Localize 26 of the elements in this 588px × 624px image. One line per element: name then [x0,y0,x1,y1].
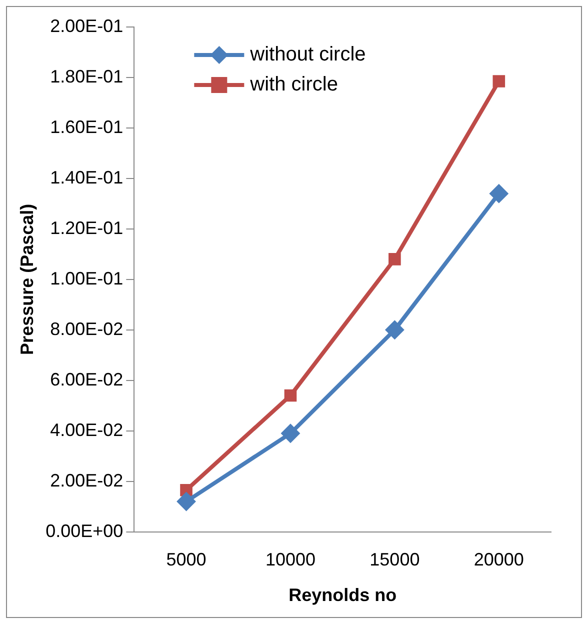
y-tick-label: 1.00E-01 [50,268,124,288]
y-tick-label: 1.60E-01 [50,116,124,137]
x-tick-label: 10000 [265,550,316,570]
y-tick-label: 2.00E-02 [50,470,124,490]
point [388,253,401,266]
point [489,184,508,204]
point [284,389,297,402]
point [280,424,300,443]
x-tick-label: 15000 [370,550,420,570]
x-tick-label: 5000 [166,550,206,570]
y-tick-label: 1.80E-01 [50,66,124,86]
y-tick-label: 2.00E-01 [50,16,124,36]
point [176,492,196,512]
x-tick-label: 20000 [474,550,524,570]
y-axis-title: Pressure (Pascal) [16,204,37,355]
y-tick-label: 4.00E-02 [50,420,124,440]
legend-label: without circle [249,44,366,66]
y-tick-label: 8.00E-02 [50,318,124,339]
y-tick-label: 0.00E+00 [46,520,124,541]
x-axis-title: Reynolds no [288,585,397,606]
point [492,75,506,88]
legend-label: with circle [249,74,338,96]
y-tick-label: 1.40E-01 [50,167,124,188]
point [385,320,404,340]
y-tick-label: 6.00E-02 [50,369,124,390]
y-tick-label: 1.20E-01 [50,218,124,238]
